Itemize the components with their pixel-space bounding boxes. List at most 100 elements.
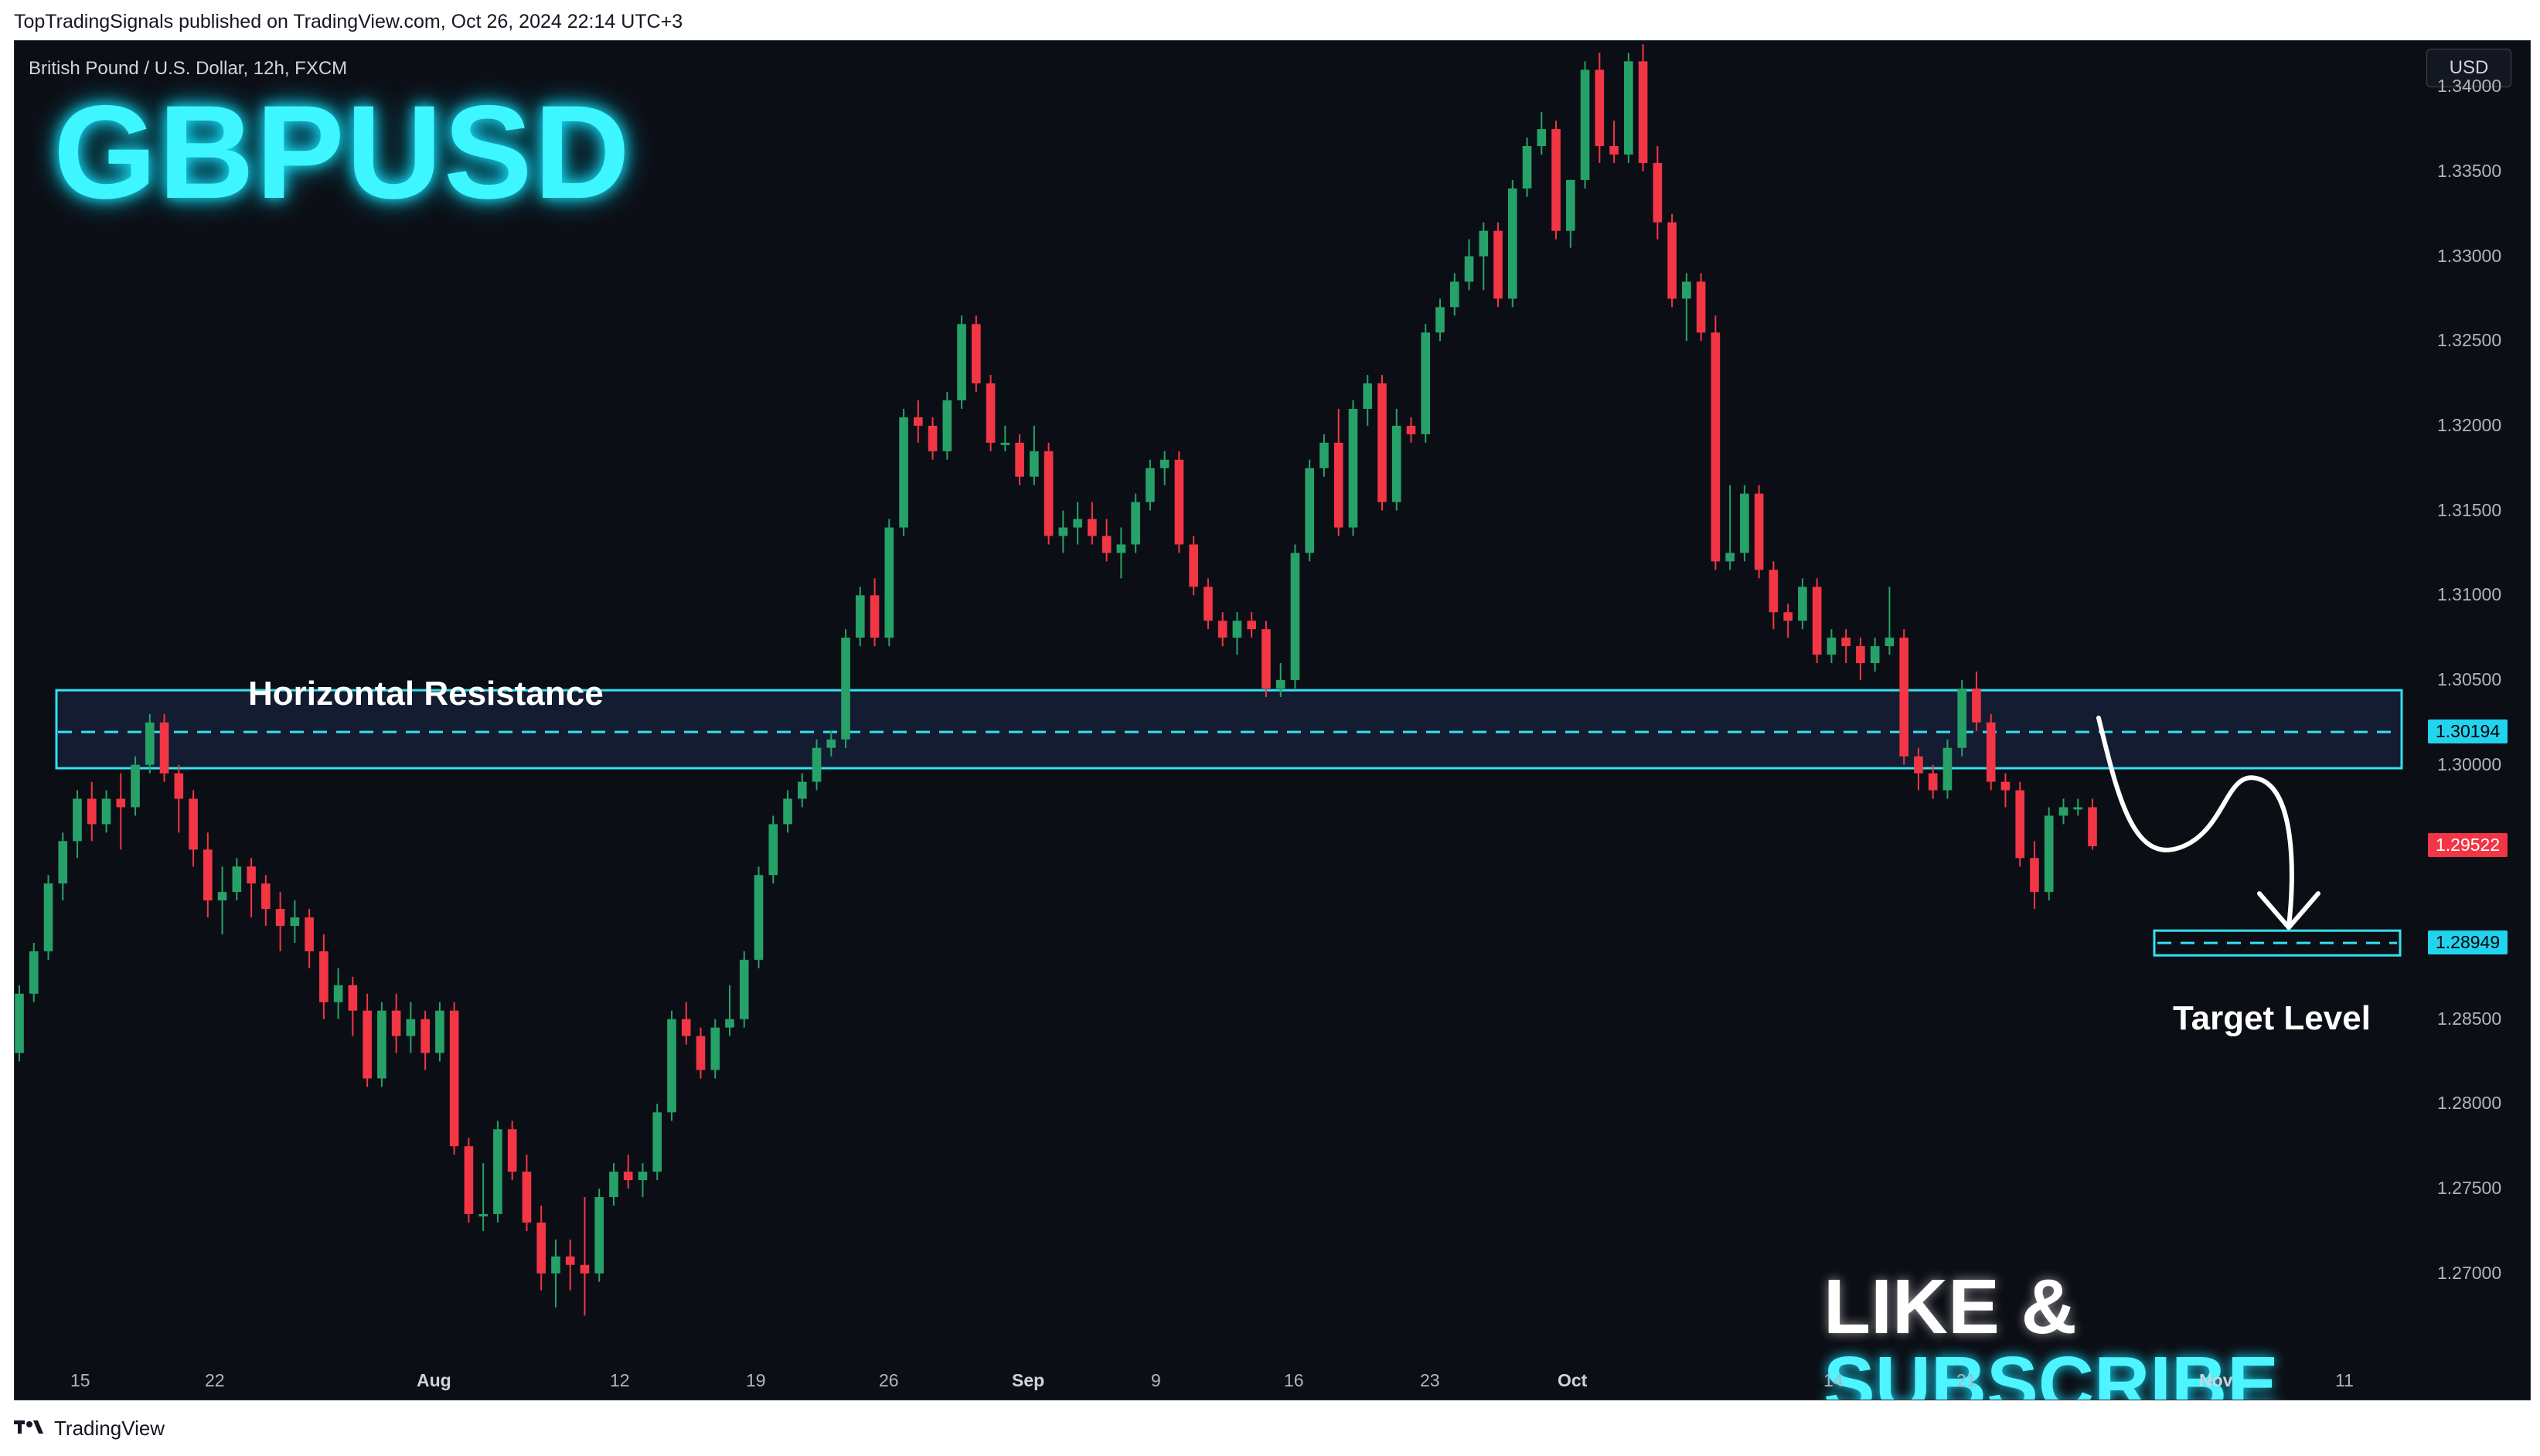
candle-body <box>696 1036 706 1070</box>
cta-subscribe: SUBSCRIBE <box>1823 1341 2279 1400</box>
time-tick-label: 14 <box>1823 1370 1844 1390</box>
candle-body <box>435 1010 444 1053</box>
target-label: Target Level <box>2173 999 2371 1037</box>
time-tick-label: 19 <box>746 1370 766 1390</box>
candle-body <box>1000 442 1010 445</box>
candle-body <box>1769 570 1779 613</box>
price-tick-label: 1.33500 <box>2437 160 2502 181</box>
candle-body <box>1696 281 1706 333</box>
currency-button[interactable]: USD <box>2426 49 2511 87</box>
price-tick-label: 1.30500 <box>2437 668 2502 689</box>
candle-body <box>1363 383 1373 409</box>
candle-body <box>1841 638 1851 647</box>
candle-body <box>1391 425 1401 502</box>
candle-body <box>2015 790 2025 859</box>
arrow-head-icon <box>2257 891 2320 930</box>
candle-body <box>1073 519 1082 528</box>
candle-body <box>1131 502 1140 545</box>
time-tick-label: 21 <box>1956 1370 1977 1390</box>
resistance-zone[interactable] <box>55 689 2403 770</box>
candle-body <box>1290 553 1300 680</box>
candle-body <box>101 798 111 825</box>
price-tick-label: 1.30000 <box>2437 754 2502 774</box>
candle-body <box>1247 621 1257 630</box>
candle-body <box>1464 256 1474 282</box>
candle-body <box>391 1010 401 1036</box>
target-price-tag: 1.28949 <box>2428 930 2508 955</box>
price-tick-label: 1.31500 <box>2437 499 2502 520</box>
like-subscribe-banner: LIKE & SUBSCRIBE <box>1823 1268 2530 1400</box>
tradingview-logo-icon[interactable] <box>14 1416 48 1441</box>
candle-body <box>1638 61 1648 163</box>
candle-body <box>783 798 792 825</box>
candle-body <box>290 917 300 927</box>
candle-body <box>1030 451 1039 477</box>
candle-body <box>1537 129 1547 146</box>
candle-body <box>551 1256 560 1274</box>
candle-body <box>797 781 807 799</box>
symbol-description[interactable]: British Pound / U.S. Dollar, 12h, FXCM <box>29 58 348 79</box>
candle-body <box>464 1146 474 1214</box>
candle-body <box>43 883 53 951</box>
candle-body <box>1275 679 1285 689</box>
tradingview-brand[interactable]: TradingView <box>54 1416 165 1440</box>
candle-body <box>1507 188 1517 299</box>
candle-body <box>493 1129 502 1214</box>
candle-body <box>1942 747 1953 791</box>
candle-body <box>1667 222 1677 299</box>
candle-body <box>870 595 880 638</box>
time-tick-label: 16 <box>1284 1370 1304 1390</box>
candle-body <box>507 1129 517 1172</box>
candle-body <box>1406 425 1416 434</box>
price-tick-label: 1.28500 <box>2437 1008 2502 1029</box>
candle-body <box>1899 638 1908 757</box>
candle-body <box>174 773 184 799</box>
time-tick-label: 9 <box>1151 1370 1161 1390</box>
candle-body <box>1928 773 1938 791</box>
candle-body <box>1711 332 1721 562</box>
candle-body <box>1305 468 1315 553</box>
candle-body <box>1914 756 1923 774</box>
candle-body <box>1725 553 1735 562</box>
candle-body <box>1827 638 1837 655</box>
candle-body <box>957 324 966 401</box>
candle-body <box>73 798 82 842</box>
time-tick-label: Sep <box>1012 1370 1045 1390</box>
candle-body <box>841 638 850 740</box>
candle-body <box>1624 61 1633 155</box>
candle-body <box>914 417 923 426</box>
time-tick-label: Nov <box>2199 1370 2233 1390</box>
target-zone[interactable] <box>2153 929 2402 957</box>
candle-body <box>812 747 822 782</box>
candle-body <box>319 951 329 1002</box>
candle-body <box>1348 409 1358 528</box>
candle-body <box>333 985 343 1002</box>
candle-body <box>1232 621 1242 638</box>
candle-body <box>928 425 938 451</box>
price-chart[interactable] <box>15 41 2531 1400</box>
candle-body <box>1522 146 1532 189</box>
candle-body <box>855 595 865 638</box>
candle-body <box>536 1222 546 1274</box>
time-tick-label: 12 <box>610 1370 630 1390</box>
candle-body <box>1580 70 1590 180</box>
candle-body <box>247 866 256 884</box>
candle-body <box>899 417 908 528</box>
candle-body <box>87 798 97 825</box>
candle-body <box>2058 807 2068 816</box>
chart-panel[interactable]: British Pound / U.S. Dollar, 12h, FXCM U… <box>14 40 2531 1400</box>
candle-body <box>652 1112 662 1172</box>
candle-body <box>1146 468 1155 502</box>
candle-body <box>189 798 198 850</box>
candle-body <box>2044 815 2054 893</box>
candle-body <box>942 400 952 451</box>
candle-body <box>15 993 24 1053</box>
candle-body <box>986 383 996 443</box>
candle-body <box>710 1027 720 1070</box>
price-tick-label: 1.27500 <box>2437 1178 2502 1199</box>
candle-body <box>377 1010 386 1079</box>
price-tick-label: 1.31000 <box>2437 584 2502 605</box>
candle-body <box>1682 281 1691 299</box>
candle-body <box>1421 332 1431 434</box>
candle-body <box>1957 688 1967 748</box>
